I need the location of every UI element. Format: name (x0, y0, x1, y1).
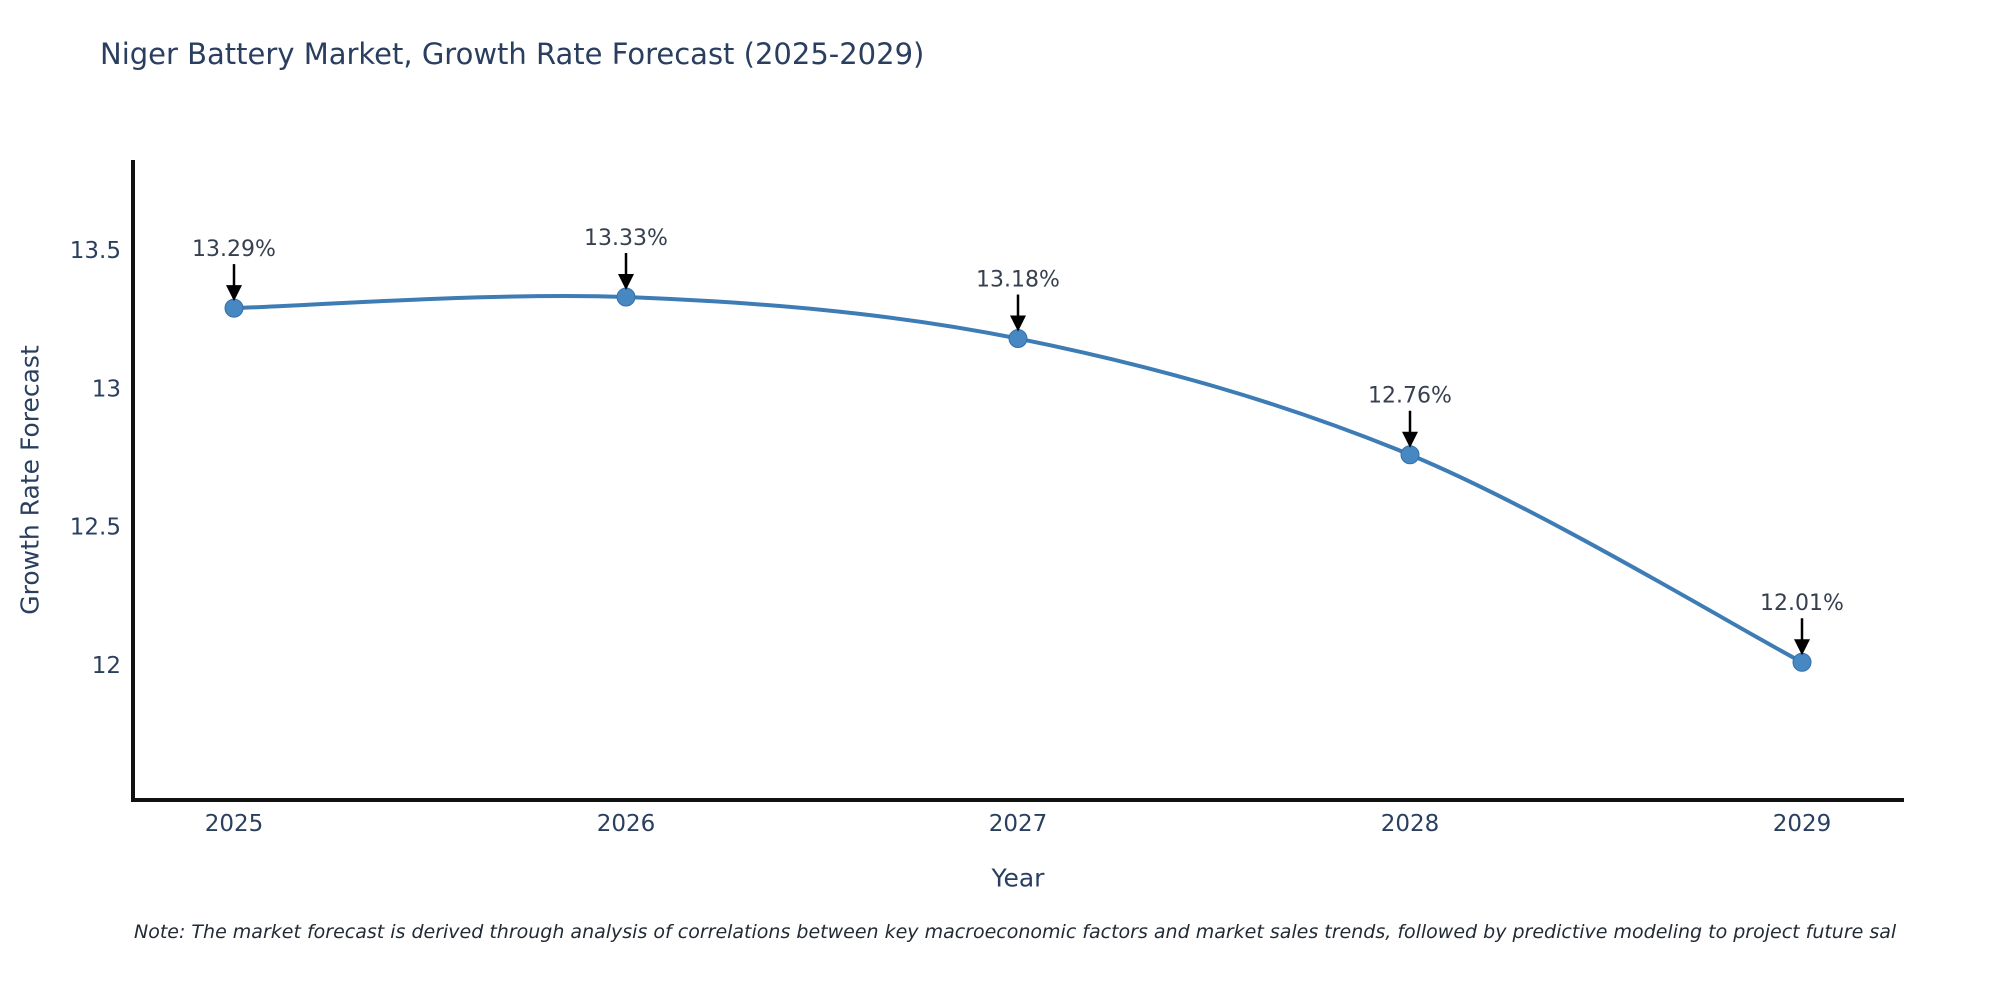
x-tick-label: 2027 (989, 811, 1048, 837)
x-tick-label: 2026 (597, 811, 656, 837)
footnote: Note: The market forecast is derived thr… (134, 921, 1897, 943)
y-tick-label: 13.5 (70, 238, 121, 264)
x-axis-title: Year (991, 863, 1045, 893)
data-point-label: 13.18% (976, 268, 1060, 293)
data-point-marker (224, 298, 244, 318)
x-tick-label: 2028 (1381, 811, 1440, 837)
data-point-marker (1792, 652, 1812, 672)
data-point-label: 13.33% (584, 226, 668, 251)
data-point-marker (616, 287, 636, 307)
annotation-arrow-head (226, 285, 242, 302)
annotation-arrow-head (618, 274, 634, 291)
annotation-arrow-head (1794, 639, 1810, 656)
trend-line (232, 293, 1804, 665)
y-tick-label: 12.5 (70, 515, 121, 541)
data-point-label: 13.29% (192, 237, 276, 262)
x-tick-label: 2029 (1773, 811, 1832, 837)
data-point-label: 12.76% (1368, 384, 1452, 409)
x-tick-label: 2025 (205, 811, 264, 837)
data-point-marker (1400, 445, 1420, 465)
data-point-marker (1008, 329, 1028, 349)
chart-title: Niger Battery Market, Growth Rate Foreca… (100, 37, 925, 71)
annotation-arrow-head (1402, 431, 1418, 448)
annotation-arrow-head (1010, 315, 1026, 332)
data-point-label: 12.01% (1760, 591, 1844, 616)
y-tick-label: 12 (92, 653, 121, 679)
y-tick-label: 13 (92, 376, 121, 402)
